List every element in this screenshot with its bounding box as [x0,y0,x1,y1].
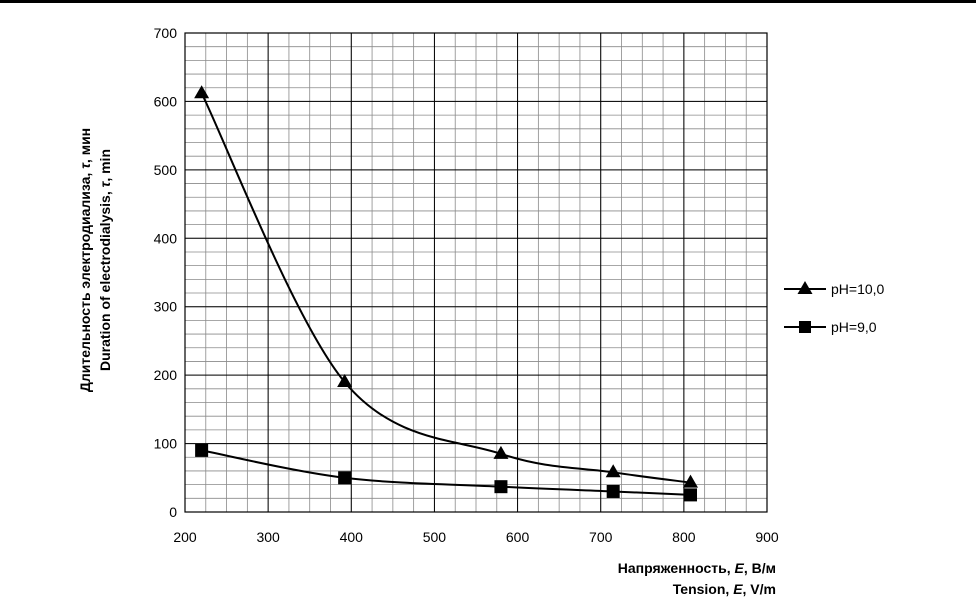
legend-item-ph9: pH=9,0 [784,319,877,335]
series-lines [200,92,691,496]
triangle-marker-icon [797,281,813,294]
y-axis-title-en: Duration of electrodialysis, τ, min [97,149,113,371]
data-point-triangle [194,85,210,99]
series-markers [194,85,699,502]
series-line-ph10 [200,92,691,484]
y-tick-label: 100 [154,436,178,452]
data-point-square [684,488,698,502]
y-tick-label: 0 [169,504,177,520]
legend-label-ph10: pH=10,0 [831,281,885,297]
y-axis-title-ru: Длительность электродиализа, τ, мин [77,128,93,392]
y-tick-label: 600 [154,93,178,109]
y-tick-label: 300 [154,299,178,315]
plot-border [184,32,768,513]
data-point-triangle [683,474,699,488]
y-tick-label: 400 [154,230,178,246]
x-tick-label: 300 [256,529,280,545]
x-tick-label: 900 [755,529,779,545]
x-tick-label: 400 [340,529,364,545]
x-tick-label: 200 [173,529,197,545]
x-tick-label: 700 [589,529,613,545]
x-tick-labels: 200 300 400 500 600 700 800 900 [173,529,779,545]
data-point-triangle [605,464,621,478]
y-tick-labels: 0 100 200 300 400 500 600 700 [154,25,178,520]
data-point-square [338,471,352,485]
y-tick-label: 200 [154,367,178,383]
x-tick-label: 600 [506,529,530,545]
legend-label-ph9: pH=9,0 [831,319,877,335]
series-line-ph9 [201,449,691,496]
x-tick-label: 800 [672,529,696,545]
y-tick-label: 500 [154,162,178,178]
data-point-triangle [493,445,509,459]
grid-minor [184,32,768,513]
square-marker-icon [799,321,811,333]
data-point-square [494,480,508,494]
x-axis-title-en: Tension, E, V/m [673,581,776,597]
x-tick-label: 500 [423,529,447,545]
data-point-triangle [337,373,353,387]
x-axis-title-ru: Напряженность, E, В/м [618,560,776,576]
top-border-rule [0,0,976,3]
data-point-square [606,484,620,498]
legend: pH=10,0 pH=9,0 [784,281,885,335]
data-point-square [195,443,209,457]
y-tick-label: 700 [154,25,178,41]
legend-item-ph10: pH=10,0 [784,281,885,297]
